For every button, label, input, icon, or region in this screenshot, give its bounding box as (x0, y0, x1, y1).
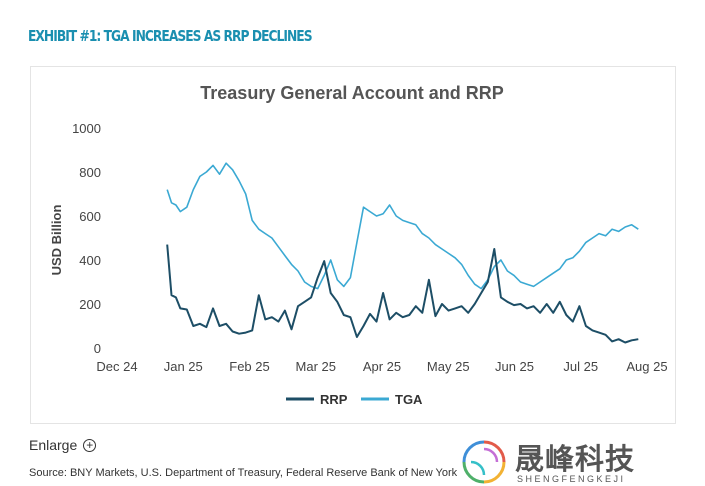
y-tick-labels: 0 200 400 600 800 1000 (72, 121, 101, 356)
legend-label-rrp: RRP (320, 392, 348, 407)
x-tick-label: Feb 25 (229, 359, 269, 374)
x-tick-label: Apr 25 (363, 359, 401, 374)
enlarge-button[interactable]: Enlarge + (29, 437, 97, 453)
watermark-logo-icon (462, 440, 506, 484)
x-tick-label: Jul 25 (563, 359, 598, 374)
legend: RRP TGA (286, 392, 423, 407)
y-tick-label: 800 (79, 165, 101, 180)
y-tick-label: 600 (79, 209, 101, 224)
y-tick-label: 200 (79, 297, 101, 312)
legend-label-tga: TGA (395, 392, 423, 407)
x-tick-labels: Dec 24 Jan 25 Feb 25 Mar 25 Apr 25 May 25 Jun … (96, 359, 667, 374)
series-lines (166, 162, 639, 344)
chart-title: Treasury General Account and RRP (200, 83, 503, 103)
plus-circle-icon: + (83, 438, 97, 452)
watermark-name-en: SHENGFENGKEJI (517, 474, 626, 484)
x-tick-label: May 25 (427, 359, 470, 374)
chart-frame (30, 66, 676, 424)
y-tick-label: 1000 (72, 121, 101, 136)
y-axis-label: USD Billion (49, 205, 64, 276)
x-tick-label: Mar 25 (296, 359, 336, 374)
watermark: 晟峰科技 SHENGFENGKEJI (458, 436, 698, 486)
y-tick-label: 400 (79, 253, 101, 268)
enlarge-label: Enlarge (29, 437, 78, 453)
x-tick-label: Jan 25 (164, 359, 203, 374)
source-note: Source: BNY Markets, U.S. Department of … (29, 467, 458, 479)
x-tick-label: Dec 24 (96, 359, 137, 374)
x-tick-label: Jun 25 (495, 359, 534, 374)
y-tick-label: 0 (94, 341, 101, 356)
series-line-rrp (166, 244, 639, 344)
watermark-name-cn: 晟峰科技 (515, 442, 636, 476)
series-line-tga (166, 162, 639, 290)
exhibit-title: EXHIBIT #1: TGA INCREASES AS RRP DECLINE… (28, 27, 313, 45)
x-tick-label: Aug 25 (626, 359, 667, 374)
